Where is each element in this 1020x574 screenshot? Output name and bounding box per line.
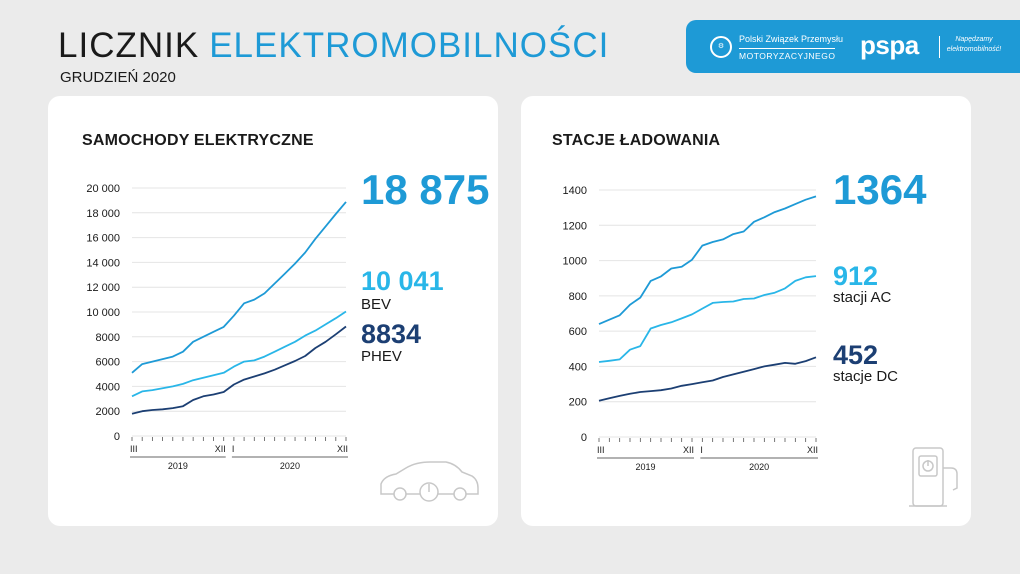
- stations-chart-y-tick-label: 1200: [563, 220, 587, 232]
- cars-chart-year-label: 2020: [280, 461, 300, 471]
- ac-label: stacji AC: [833, 289, 892, 306]
- cars-chart-x-tick-label: XII: [215, 444, 226, 454]
- ac-value: 912: [833, 261, 879, 291]
- stations-chart-x-tick-label: XII: [683, 445, 694, 455]
- stations-chart-y-tick-label: 400: [569, 361, 587, 373]
- pzpm-logo-icon: ⚙: [710, 36, 732, 58]
- stations-card-title: STACJE ŁADOWANIA: [552, 132, 721, 149]
- cars-chart-y-tick-label: 10 000: [86, 307, 120, 319]
- cars-chart-x-tick-label: XII: [337, 444, 348, 454]
- stations-chart-x-tick-label: III: [597, 445, 605, 455]
- stations-chart-series-line-phev-or-dc: [598, 356, 817, 402]
- phev-value: 8834: [361, 319, 422, 349]
- cars-chart-series-line-total: [131, 201, 347, 374]
- cars-card-title: SAMOCHODY ELEKTRYCZNE: [82, 132, 314, 149]
- stations-chart-series-line-total: [598, 195, 817, 325]
- stations-chart-x-tick-label: XII: [807, 445, 818, 455]
- cars-chart: 0 2000 4000 6000 8000 10 000 12 000 14 000 16 00…: [86, 183, 348, 471]
- stations-chart-y-tick-label: 0: [581, 432, 587, 444]
- stations-chart-y-tick-label: 200: [569, 397, 587, 409]
- charging-station-icon: [909, 447, 958, 507]
- title-part-2: ELEKTROMOBILNOŚCI: [209, 26, 610, 65]
- dc-label: stacje DC: [833, 368, 899, 385]
- cars-chart-y-tick-label: 16 000: [86, 233, 120, 245]
- stations-chart-y-tick-label: 600: [569, 326, 587, 338]
- car-charging-icon: [380, 461, 479, 502]
- stations-chart-year-label: 2019: [635, 462, 655, 472]
- cars-chart-y-tick-label: 14 000: [86, 257, 120, 269]
- cars-chart-y-tick-label: 6000: [96, 357, 120, 369]
- cars-chart-x-tick-label: III: [130, 444, 138, 454]
- phev-label: PHEV: [361, 348, 402, 365]
- stations-chart-year-label: 2020: [749, 462, 769, 472]
- stations-total-value: 1364: [833, 166, 927, 213]
- pzpm-name-line-1: Polski Związek Przemysłu: [739, 34, 844, 44]
- cars-chart-y-tick-label: 2000: [96, 406, 120, 418]
- cars-chart-y-tick-label: 18 000: [86, 208, 120, 220]
- cars-chart-year-label: 2019: [168, 461, 188, 471]
- bev-value: 10 041: [361, 266, 444, 296]
- title-part-1: LICZNIK: [58, 26, 200, 65]
- bev-label: BEV: [361, 296, 392, 313]
- page-title: LICZNIK ELEKTROMOBILNOŚCI: [58, 26, 609, 66]
- partner-logos: ⚙ Polski Związek Przemysłu MOTORYZACYJNE…: [686, 20, 1020, 73]
- cars-chart-x-tick-label: I: [232, 444, 235, 454]
- dc-value: 452: [833, 340, 879, 370]
- cars-chart-y-tick-label: 8000: [96, 332, 120, 344]
- cars-chart-y-tick-label: 20 000: [86, 183, 120, 195]
- stations-chart-x-tick-label: I: [700, 445, 703, 455]
- stations-chart-y-tick-label: 800: [569, 291, 587, 303]
- page-subtitle: GRUDZIEŃ 2020: [60, 69, 176, 86]
- cars-card: SAMOCHODY ELEKTRYCZNE 0 2000 4000 6000 8000 1…: [48, 96, 498, 526]
- stations-chart-y-tick-label: 1400: [563, 185, 587, 197]
- cars-chart-y-tick-label: 0: [114, 431, 120, 443]
- stations-chart: 0 200 400 600 800 1000 1200 1400 III XII I XII 2019 2…: [563, 185, 818, 472]
- cars-total-value: 18 875: [361, 166, 490, 213]
- pspa-logo: pspa: [860, 30, 919, 60]
- stations-chart-y-tick-label: 1000: [563, 256, 587, 268]
- stations-chart-series-line-bev-or-ac: [598, 275, 817, 363]
- cars-chart-series-line-phev-or-dc: [131, 325, 347, 415]
- cars-chart-y-tick-label: 12 000: [86, 282, 120, 294]
- pspa-tagline: Napędzamy elektromobilność!: [946, 36, 1002, 53]
- logo-divider: [939, 36, 940, 58]
- stations-card: STACJE ŁADOWANIA 0 200 400 600 800 1000 1200 14…: [521, 96, 971, 526]
- cars-chart-series-line-bev-or-ac: [131, 310, 347, 398]
- cars-chart-y-tick-label: 4000: [96, 381, 120, 393]
- pzpm-name-line-2: MOTORYZACYJNEGO: [739, 48, 836, 61]
